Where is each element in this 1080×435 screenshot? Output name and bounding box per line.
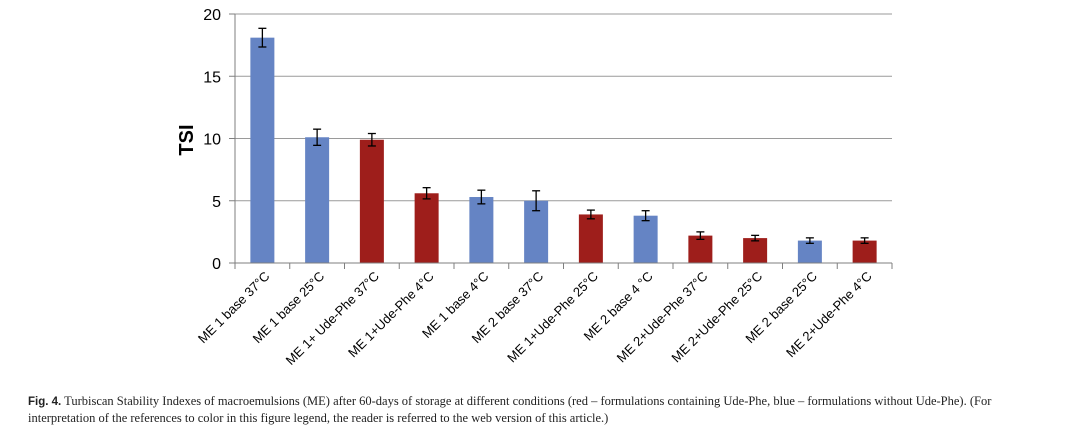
bar — [852, 240, 877, 263]
x-tick-label: ME 2+Ude-Phe 25°C — [668, 269, 765, 366]
x-tick-labels: ME 1 base 37°CME 1 base 25°CME 1+ Ude-Ph… — [195, 269, 875, 368]
x-tick-label: ME 1+ Ude-Phe 37°C — [283, 269, 382, 368]
axes — [234, 14, 893, 269]
y-tick-label: 15 — [203, 69, 221, 86]
x-tick-label: ME 2+Ude-Phe 37°C — [614, 269, 711, 366]
bar — [578, 214, 603, 263]
bar — [688, 235, 713, 263]
caption-text: Turbiscan Stability Indexes of macroemul… — [28, 394, 992, 425]
bar — [414, 193, 439, 263]
bar — [797, 240, 822, 263]
y-axis-label: TSI — [176, 124, 198, 155]
error-bars — [258, 27, 869, 244]
bar — [633, 215, 658, 263]
bar — [250, 37, 275, 263]
y-tick-label: 0 — [212, 256, 221, 273]
caption-label: Fig. 4. — [28, 396, 62, 408]
bar — [469, 197, 494, 263]
y-tick-labels: 0 5 10 15 20 — [203, 7, 221, 273]
y-tick-label: 20 — [203, 7, 221, 24]
y-tick-label: 5 — [212, 194, 221, 211]
bars — [250, 37, 877, 263]
bar — [743, 238, 768, 263]
y-tick-label: 10 — [203, 132, 221, 149]
bar-chart: 0 5 10 15 20 ME 1 base 37°CME 1 base 25°CME … — [176, 7, 893, 368]
bar — [359, 139, 384, 263]
bar — [305, 137, 330, 263]
figure-caption: Fig. 4. Turbiscan Stability Indexes of m… — [28, 393, 1058, 426]
x-tick-label: ME 1+Ude-Phe 25°C — [504, 269, 601, 366]
